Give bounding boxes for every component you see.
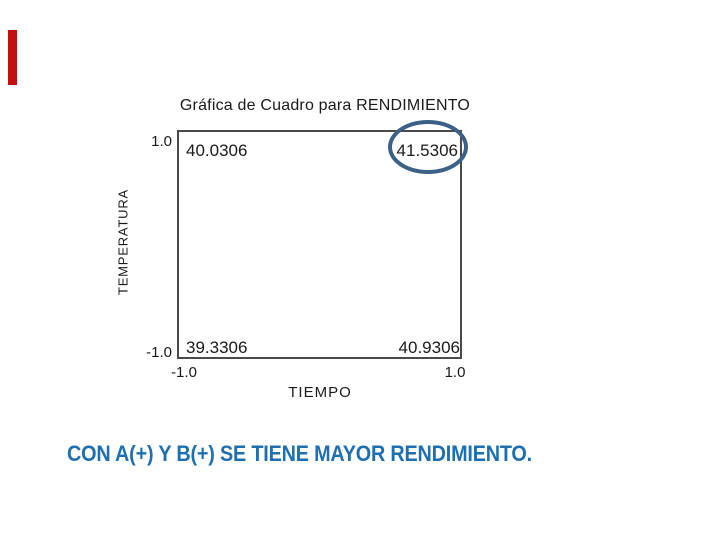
slide-caption: CON A(+) Y B(+) SE TIENE MAYOR RENDIMIEN… (67, 441, 532, 466)
corner-value-top-left: 40.0306 (186, 141, 248, 160)
y-axis-tick-bottom: -1.0 (146, 344, 172, 361)
chart-title: Gráfica de Cuadro para RENDIMIENTO (179, 97, 471, 114)
x-axis-tick-left: -1.0 (171, 364, 197, 381)
corner-value-bottom-right: 40.9306 (398, 338, 460, 357)
x-axis-tick-right: 1.0 (444, 364, 466, 381)
x-axis-label: TIEMPO (288, 384, 352, 401)
red-accent-bar (8, 30, 17, 85)
corner-value-bottom-left: 39.3306 (186, 338, 248, 357)
y-axis-label: TEMPERATURA (115, 188, 131, 296)
y-axis-tick-top: 1.0 (151, 133, 172, 150)
highlight-ellipse-annotation (388, 120, 468, 174)
